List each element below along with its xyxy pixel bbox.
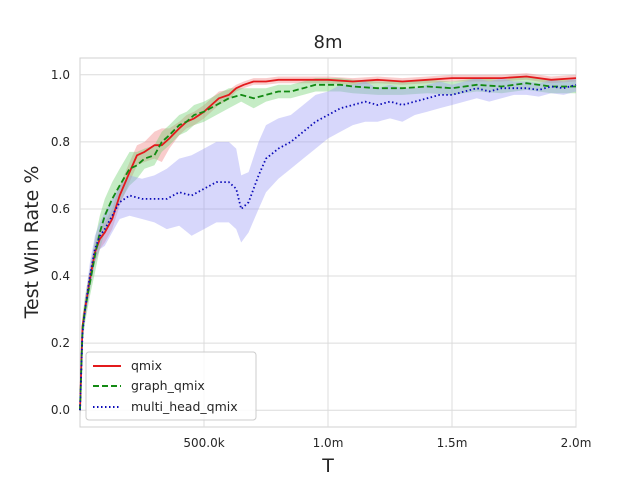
x-tick-label: 2.0m: [561, 436, 592, 450]
y-tick-label: 0.2: [51, 336, 70, 350]
y-axis: 0.0 0.2 0.4 0.6 0.8 1.0: [51, 68, 70, 417]
legend-label-qmix: qmix: [131, 358, 162, 373]
y-tick-label: 0.8: [51, 135, 70, 149]
y-tick-label: 1.0: [51, 68, 70, 82]
y-tick-label: 0.0: [51, 403, 70, 417]
confidence-bands: [80, 73, 576, 417]
x-axis: 500.0k 1.0m 1.5m 2.0m: [183, 436, 591, 450]
x-tick-label: 1.0m: [313, 436, 344, 450]
band-multi-head-qmix: [80, 78, 576, 417]
y-tick-label: 0.6: [51, 202, 70, 216]
line-qmix: [79, 75, 577, 411]
legend-box: [85, 351, 257, 421]
y-axis-title: Test Win Rate %: [21, 166, 43, 320]
chart-title: 8m: [314, 32, 343, 53]
y-tick-label: 0.4: [51, 269, 70, 283]
x-tick-label: 1.5m: [437, 436, 468, 450]
series-lines: [79, 75, 577, 411]
x-axis-title: T: [321, 455, 334, 477]
line-graph-qmix: [79, 82, 576, 411]
x-tick-label: 500.0k: [183, 436, 224, 450]
legend: qmix graph_qmix multi_head_qmix: [85, 351, 257, 421]
line-multi-head-qmix: [79, 83, 577, 411]
legend-label-graph-qmix: graph_qmix: [131, 378, 205, 393]
legend-label-multi-head-qmix: multi_head_qmix: [131, 399, 238, 414]
